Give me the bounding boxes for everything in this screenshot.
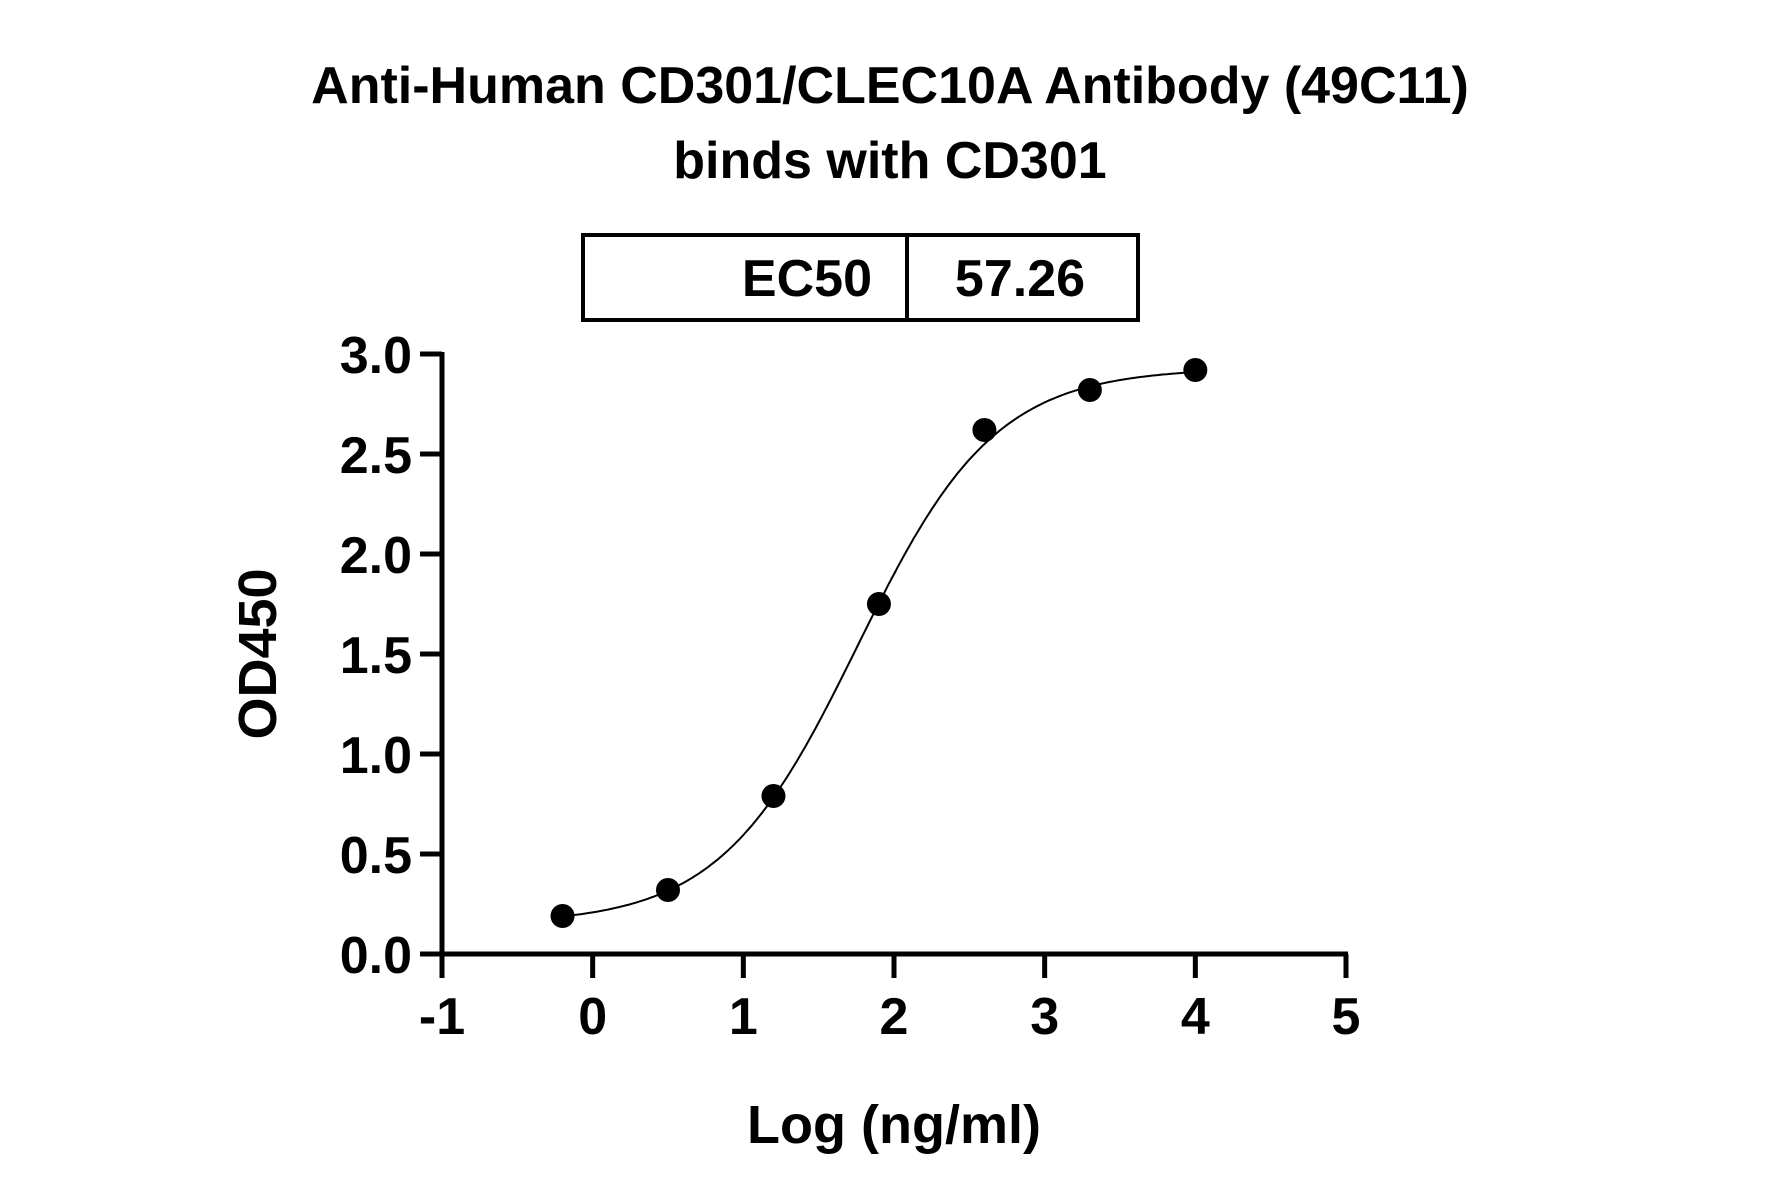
x-tick-label: 3 bbox=[1030, 988, 1059, 1046]
y-tick-label: 0.0 bbox=[340, 927, 412, 985]
data-point bbox=[761, 784, 786, 808]
ec50-table: EC50 57.26 bbox=[581, 233, 1140, 322]
data-point bbox=[1077, 378, 1102, 402]
y-tick-label: 1.5 bbox=[340, 627, 412, 685]
x-tick-label: 1 bbox=[729, 988, 758, 1046]
y-tick-label: 1.0 bbox=[340, 727, 412, 785]
ec50-table-border bbox=[581, 233, 1140, 322]
data-points bbox=[550, 358, 1208, 928]
fit-curve bbox=[562, 371, 1196, 918]
y-tick-label: 2.0 bbox=[340, 527, 412, 585]
y-axis-label: OD450 bbox=[228, 568, 288, 739]
y-tick-label: 2.5 bbox=[340, 427, 412, 485]
ec50-label: EC50 bbox=[742, 250, 872, 308]
x-tick-label: -1 bbox=[419, 988, 465, 1046]
data-point bbox=[550, 904, 575, 928]
chart-subtitle: binds with CD301 bbox=[673, 132, 1106, 190]
ec50-value: 57.26 bbox=[955, 250, 1085, 308]
data-point bbox=[866, 592, 891, 616]
data-point bbox=[972, 418, 997, 442]
x-tick-label: 4 bbox=[1181, 988, 1210, 1046]
y-tick-label: 3.0 bbox=[340, 327, 412, 385]
axes: 0.0 0.5 1.0 1.5 2.0 2.5 3.0 -1 0 1 2 3 4 5 bbox=[340, 327, 1361, 1046]
x-tick-label: 2 bbox=[880, 988, 909, 1046]
data-point bbox=[1183, 358, 1208, 382]
x-axis-label: Log (ng/ml) bbox=[747, 1095, 1041, 1155]
data-point bbox=[656, 878, 680, 902]
y-tick-label: 0.5 bbox=[340, 827, 412, 885]
x-tick-label: 0 bbox=[578, 988, 607, 1046]
chart-title: Anti-Human CD301/CLEC10A Antibody (49C11… bbox=[311, 57, 1469, 115]
x-tick-label: 5 bbox=[1332, 988, 1361, 1046]
